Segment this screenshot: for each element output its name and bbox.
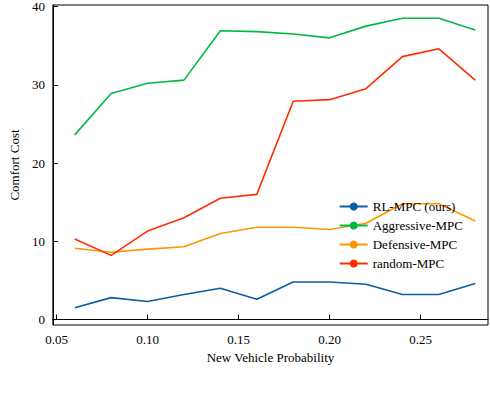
- svg-text:40: 40: [32, 0, 45, 14]
- svg-text:Defensive-MPC: Defensive-MPC: [373, 237, 458, 252]
- svg-text:0.10: 0.10: [136, 332, 159, 347]
- svg-text:0.25: 0.25: [409, 332, 432, 347]
- svg-text:0.20: 0.20: [318, 332, 341, 347]
- svg-text:0.15: 0.15: [227, 332, 250, 347]
- svg-text:20: 20: [32, 156, 45, 171]
- svg-text:30: 30: [32, 77, 45, 92]
- svg-text:random-MPC: random-MPC: [373, 256, 445, 271]
- svg-text:RL-MPC (ours): RL-MPC (ours): [373, 199, 456, 214]
- svg-text:10: 10: [32, 234, 45, 249]
- svg-text:New Vehicle Probability: New Vehicle Probability: [207, 350, 335, 365]
- svg-text:0: 0: [38, 312, 45, 327]
- svg-text:Aggressive-MPC: Aggressive-MPC: [373, 218, 463, 233]
- svg-text:0.05: 0.05: [45, 332, 68, 347]
- svg-text:Comfort Cost: Comfort Cost: [7, 129, 22, 201]
